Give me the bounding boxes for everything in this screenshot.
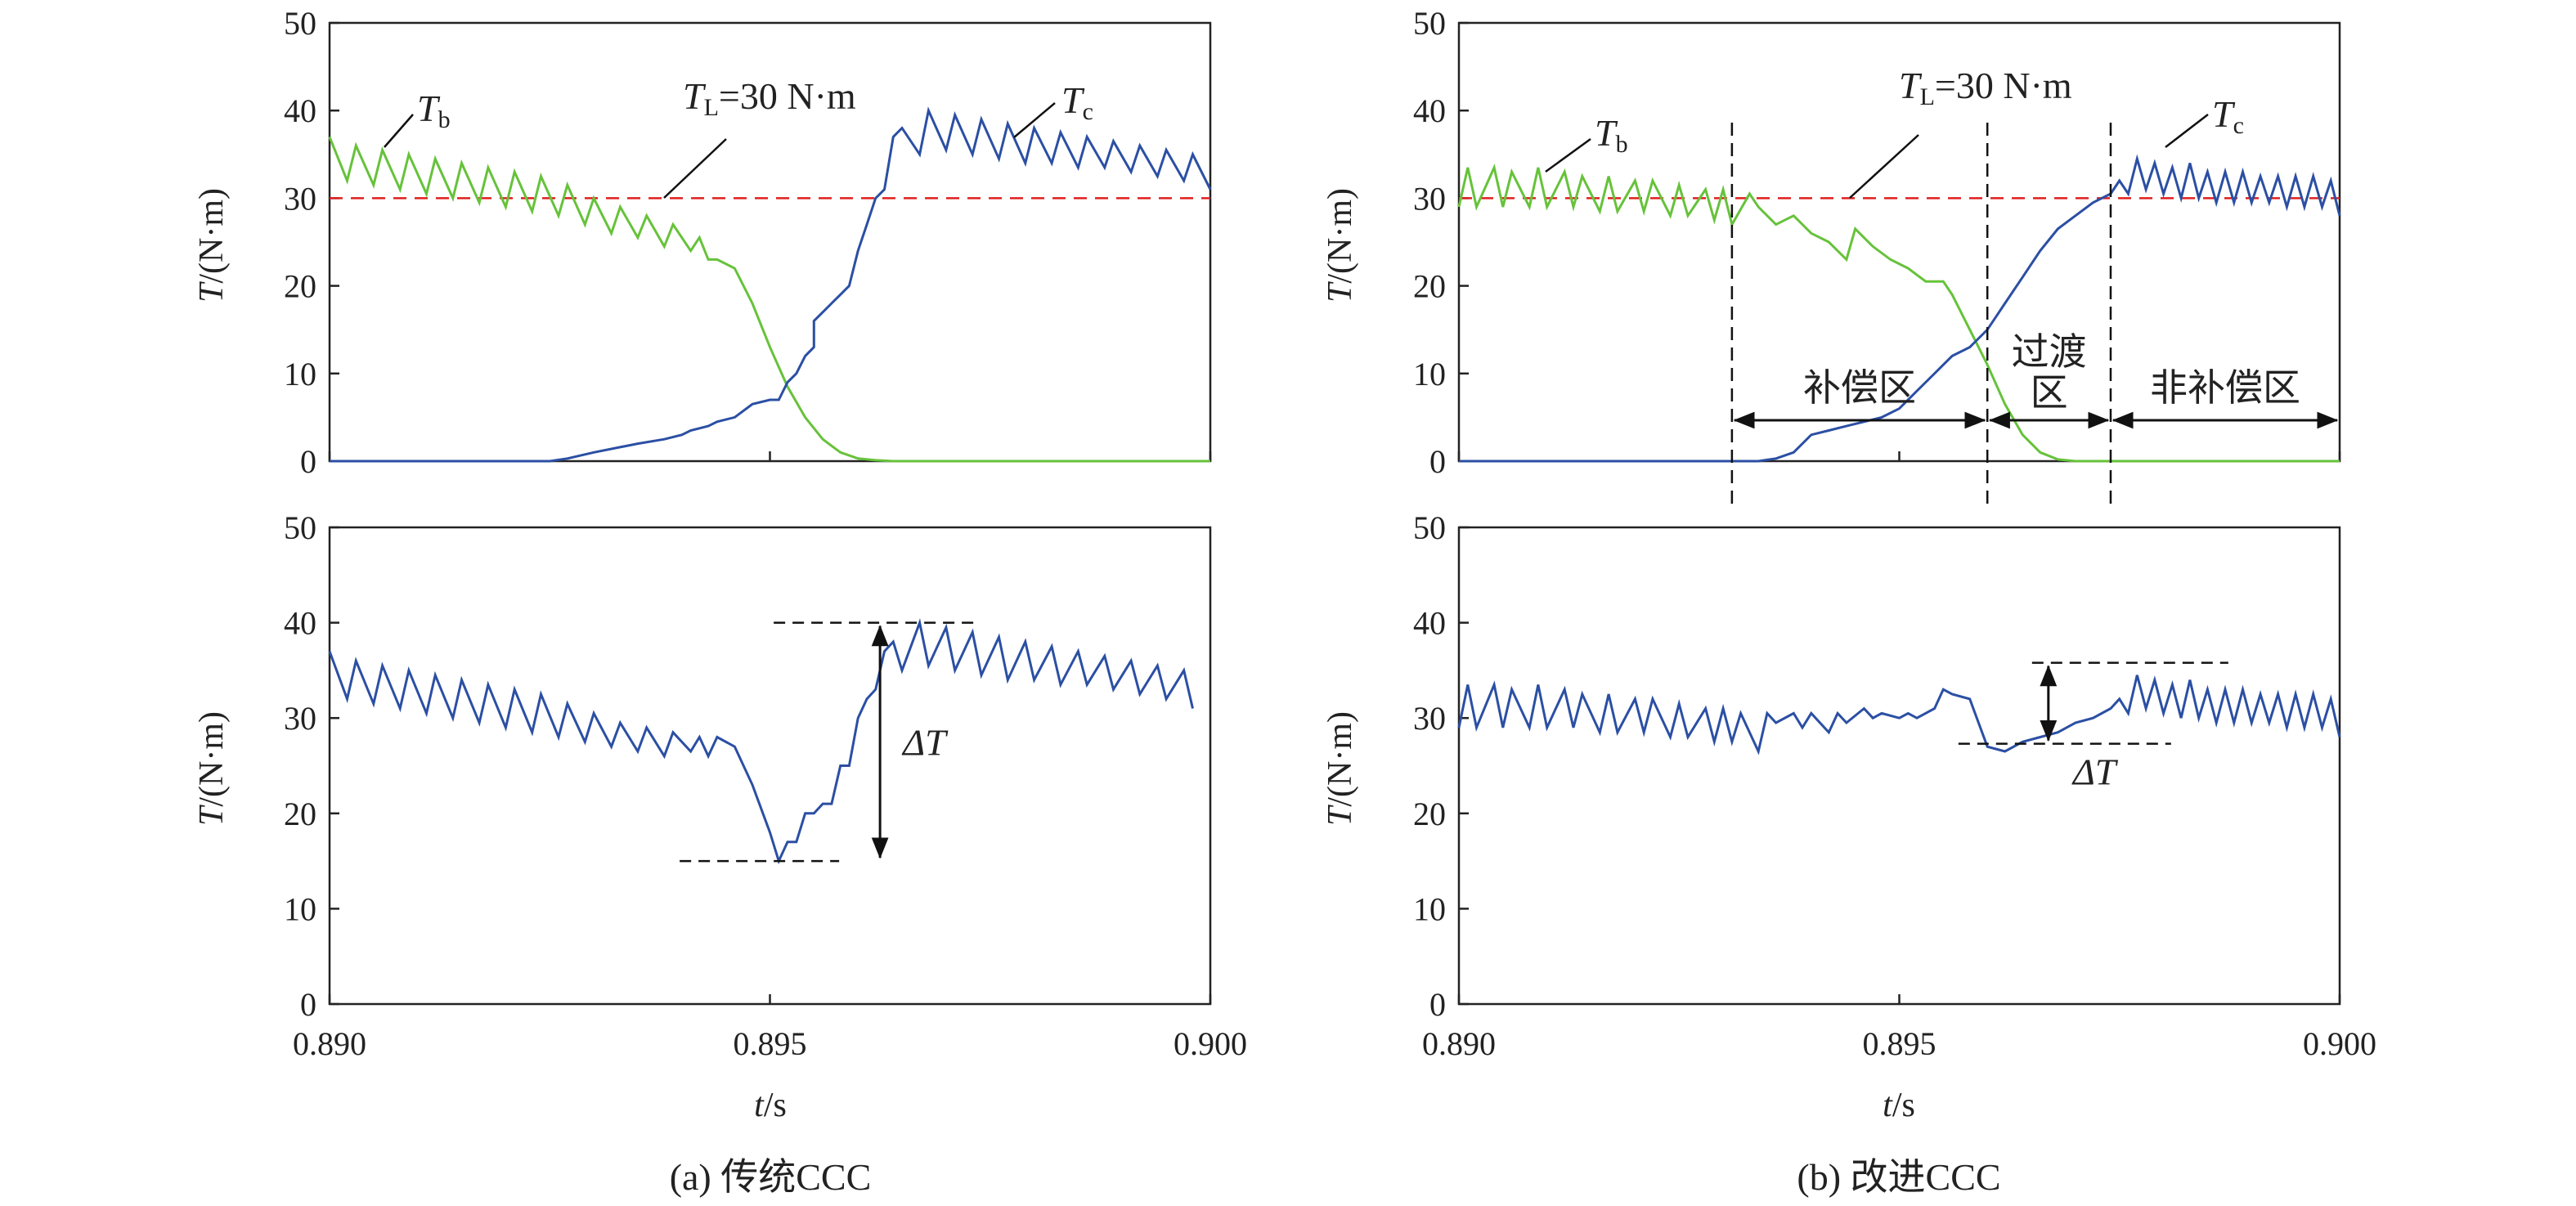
y-tick-label: 40 bbox=[1413, 605, 1446, 642]
panel-a-tb-line bbox=[328, 136, 1210, 463]
panel-b-bottom-ticks: 0 10 20 30 40 50 0.890 0.895 0.900 bbox=[1413, 509, 2376, 1062]
x-tick-label: 0.900 bbox=[1174, 1025, 1247, 1062]
y-tick-label: 50 bbox=[284, 5, 316, 42]
panel-a-ylabel-bottom: T/(N·m) bbox=[193, 711, 231, 826]
x-tick-label: 0.900 bbox=[2303, 1025, 2376, 1062]
panel-a-bottom-plot: 0 10 20 30 40 50 0.890 0.895 0.900 ΔT bbox=[284, 509, 1247, 1062]
panel-a-tb-leader bbox=[384, 114, 414, 148]
panel-b-tl-label: TL=30 N·m bbox=[1899, 65, 2072, 110]
panel-a-total-torque-line bbox=[328, 618, 1194, 865]
panel-a-tc-line bbox=[330, 106, 1212, 463]
y-tick-label: 0 bbox=[300, 443, 316, 480]
y-tick-label: 10 bbox=[1413, 356, 1446, 392]
x-tick-label: 0.890 bbox=[293, 1025, 366, 1062]
panel-a-bottom-frame bbox=[328, 526, 1212, 1006]
y-tick-label: 20 bbox=[284, 796, 316, 832]
y-tick-label: 0 bbox=[1429, 986, 1446, 1023]
panel-b-tb-leader bbox=[1545, 137, 1591, 173]
panel-b-bottom-frame bbox=[1457, 526, 2341, 1006]
y-tick-label: 0 bbox=[300, 986, 316, 1023]
panel-a-tb-label: Tb bbox=[417, 87, 451, 133]
panel-a-tl-label: TL=30 N·m bbox=[683, 75, 856, 121]
panel-b-tc-leader bbox=[2165, 114, 2209, 148]
panel-b-caption: (b) 改进CCC bbox=[1797, 1156, 2000, 1198]
panel-b-improved-ccc: 0 10 20 30 40 50 补偿区 过渡区 非补偿区 Tb TL=30 N·m Tc 0… bbox=[1322, 5, 2376, 1198]
panel-b-delta-label: ΔT bbox=[2071, 751, 2119, 793]
y-tick-label: 30 bbox=[284, 700, 316, 737]
region-label: 补偿区 bbox=[1803, 367, 1916, 409]
y-tick-label: 50 bbox=[284, 509, 316, 546]
panel-b-tb-label: Tb bbox=[1595, 112, 1628, 158]
panel-a-tc-label: Tc bbox=[1061, 79, 1093, 125]
y-tick-label: 40 bbox=[1413, 92, 1446, 129]
y-tick-label: 0 bbox=[1429, 443, 1446, 480]
panel-a-ylabel-top: T/(N·m) bbox=[193, 188, 231, 303]
panel-b-bottom-plot: 0 10 20 30 40 50 0.890 0.895 0.900 ΔT bbox=[1413, 509, 2376, 1062]
y-tick-label: 10 bbox=[284, 356, 316, 392]
y-tick-label: 40 bbox=[284, 92, 316, 129]
panel-b-top-plot: 0 10 20 30 40 50 补偿区 过渡区 非补偿区 Tb TL=30 N·m Tc bbox=[1413, 5, 2341, 507]
panel-a-tc-leader bbox=[1013, 102, 1056, 138]
y-tick-label: 10 bbox=[284, 890, 316, 927]
panel-b-xlabel: t/s bbox=[1883, 1087, 1915, 1124]
y-tick-label: 30 bbox=[284, 180, 316, 217]
panel-b-tc-line bbox=[1459, 154, 2341, 463]
y-tick-label: 30 bbox=[1413, 700, 1446, 737]
panel-a-delta-label: ΔT bbox=[901, 721, 949, 763]
panel-a-caption: (a) 传统CCC bbox=[670, 1156, 872, 1198]
panel-b-tb-line bbox=[1457, 164, 2340, 463]
panel-b-region-markers: 补偿区 过渡区 非补偿区 bbox=[1730, 123, 2339, 507]
y-tick-label: 20 bbox=[1413, 796, 1446, 832]
region-label-line2: 区 bbox=[2031, 372, 2068, 414]
x-tick-label: 0.895 bbox=[1863, 1025, 1936, 1062]
y-tick-label: 30 bbox=[1413, 180, 1446, 217]
region-label-line1: 过渡 bbox=[2012, 331, 2087, 373]
panel-b-tl-leader bbox=[1849, 134, 1919, 199]
y-tick-label: 50 bbox=[1413, 509, 1446, 546]
y-tick-label: 40 bbox=[284, 605, 316, 642]
y-tick-label: 50 bbox=[1413, 5, 1446, 42]
panel-a-top-plot: 0 10 20 30 40 50 Tb TL=30 N·m Tc bbox=[284, 5, 1212, 480]
panel-a-bottom-ticks: 0 10 20 30 40 50 0.890 0.895 0.900 bbox=[284, 509, 1247, 1062]
panel-b-total-torque-line bbox=[1457, 675, 2341, 755]
panel-b-ylabel-bottom: T/(N·m) bbox=[1322, 711, 1359, 826]
y-tick-label: 20 bbox=[284, 268, 316, 305]
panel-b-tc-label: Tc bbox=[2212, 93, 2244, 139]
x-tick-label: 0.890 bbox=[1422, 1025, 1496, 1062]
panel-a-xlabel: t/s bbox=[754, 1087, 787, 1124]
panel-b-top-ticks: 0 10 20 30 40 50 bbox=[1413, 5, 2341, 480]
x-tick-label: 0.895 bbox=[734, 1025, 807, 1062]
region-label: 非补偿区 bbox=[2150, 367, 2300, 409]
y-tick-label: 10 bbox=[1413, 890, 1446, 927]
y-tick-label: 20 bbox=[1413, 268, 1446, 305]
panel-a-tl-leader bbox=[663, 138, 727, 199]
panel-b-ylabel-top: T/(N·m) bbox=[1322, 188, 1359, 303]
